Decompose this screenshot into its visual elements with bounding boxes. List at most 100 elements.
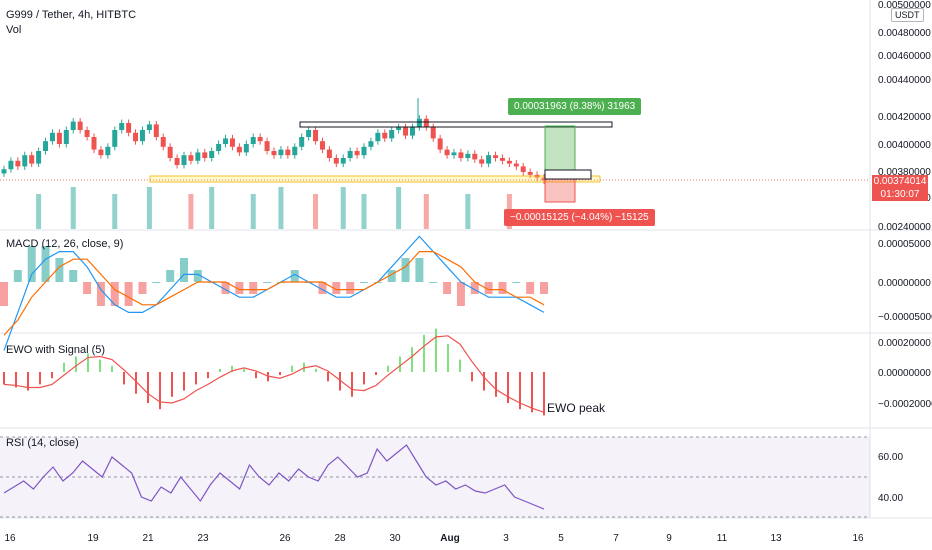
candle-body [306, 130, 312, 137]
candle-body [292, 146, 298, 156]
candle-body [375, 132, 381, 142]
macd-tick-label: 0.00000000 [878, 278, 931, 289]
macd-pane-label: MACD (12, 26, close, 9) [6, 238, 124, 250]
x-axis-label: 28 [334, 533, 346, 544]
candle-body [195, 152, 201, 161]
volume-bar [70, 187, 76, 229]
candle-body [188, 155, 194, 161]
x-axis-label: 3 [503, 533, 509, 544]
macd-histogram-bar [41, 246, 50, 282]
macd-histogram-bar [429, 282, 438, 283]
candle-body [527, 172, 533, 175]
x-axis-label: 5 [558, 533, 564, 544]
macd-histogram-bar [83, 282, 92, 294]
macd-histogram-bar [401, 258, 410, 282]
candle-body [354, 151, 360, 156]
candle-body [444, 149, 450, 156]
last-price-label: 0.00374014 [872, 175, 928, 188]
measure-down-box [544, 175, 576, 203]
candle-body [15, 160, 21, 167]
candle-body [513, 163, 519, 167]
x-axis-label: 21 [142, 533, 154, 544]
rsi-pane-label: RSI (14, close) [6, 437, 79, 449]
candle-body [133, 132, 139, 142]
candle-body [119, 123, 125, 130]
candle-body [437, 138, 443, 150]
rsi-tick-label: 40.00 [878, 493, 903, 504]
candle-body [486, 155, 492, 164]
x-axis-label: 11 [717, 533, 728, 544]
volume-bar [340, 187, 346, 229]
candle-body [451, 152, 457, 156]
volume-bar [188, 194, 194, 229]
candle-body [361, 146, 367, 156]
countdown-label: 01:30:07 [872, 188, 928, 201]
candle-body [264, 141, 270, 151]
candle-body [236, 146, 242, 153]
candle-body [299, 137, 305, 147]
macd-histogram-bar [180, 258, 188, 282]
x-axis-label: 30 [389, 533, 401, 544]
volume-bar [361, 194, 367, 229]
candle-body [36, 151, 42, 164]
macd-tick-label: 0.00005000 [878, 239, 931, 250]
macd-histogram-bar [13, 270, 22, 282]
macd-histogram-bar [484, 282, 493, 294]
macd-histogram-bar [55, 258, 64, 282]
x-axis-label: 13 [770, 533, 782, 544]
price-tick-label: 0.00420000 [878, 112, 931, 123]
rsi-line [3, 444, 545, 510]
macd-histogram-bar [456, 282, 465, 306]
macd-histogram-bar [152, 282, 161, 283]
candle-body [382, 132, 388, 139]
candle-body [368, 141, 374, 147]
ewo-tick-label: −0.00020000 [878, 399, 932, 410]
candle-body [396, 127, 402, 130]
candle-body [216, 144, 222, 151]
candle-body [126, 123, 132, 133]
candle-body [409, 127, 415, 136]
x-axis-label: 9 [666, 533, 672, 544]
candle-body [202, 152, 208, 158]
macd-histogram-bar [526, 282, 535, 294]
price-tick-label: 0.00480000 [878, 28, 931, 39]
support-zone [149, 175, 601, 183]
price-tick-label: 0.00500000 [878, 0, 931, 11]
macd-histogram-bar [540, 282, 548, 294]
volume-bar [465, 194, 471, 229]
signal-line [3, 251, 545, 336]
candle-body [465, 153, 471, 158]
candle-body [91, 137, 97, 150]
resistance-rect [299, 121, 613, 128]
entry-box [544, 169, 592, 180]
currency-badge[interactable]: USDT [891, 8, 924, 22]
macd-histogram-bar [346, 282, 355, 294]
candle-body [472, 153, 478, 160]
x-axis-label: Aug [440, 533, 459, 544]
macd-tick-label: −0.00005000 [878, 312, 932, 323]
x-axis-label: 16 [4, 533, 16, 544]
volume-bar [209, 187, 215, 229]
candle-body [278, 149, 284, 156]
candle-body [458, 152, 464, 158]
measure-down-label: −0.00015125 (−4.04%) −15125 [504, 209, 655, 226]
candle-body [506, 160, 512, 164]
candle-body [139, 130, 145, 142]
volume-bar [313, 194, 319, 229]
macd-histogram-bar [332, 282, 341, 294]
candle-body [250, 137, 256, 144]
symbol-title: G999 / Tether, 4h, HITBTC [6, 9, 137, 21]
price-tick-label: 0.00440000 [878, 75, 931, 86]
candle-body [112, 130, 118, 147]
macd-histogram-bar [193, 270, 202, 282]
ewo-pane-label: EWO with Signal (5) [6, 344, 106, 356]
candle-body [416, 118, 422, 128]
candle-body [271, 151, 277, 156]
candle-body [333, 158, 339, 164]
price-tick-label: 0.00400000 [878, 140, 931, 151]
macd-histogram-bar [498, 282, 507, 294]
candle-body [479, 159, 485, 164]
candle-body [319, 141, 325, 150]
macd-histogram-bar [96, 282, 105, 306]
